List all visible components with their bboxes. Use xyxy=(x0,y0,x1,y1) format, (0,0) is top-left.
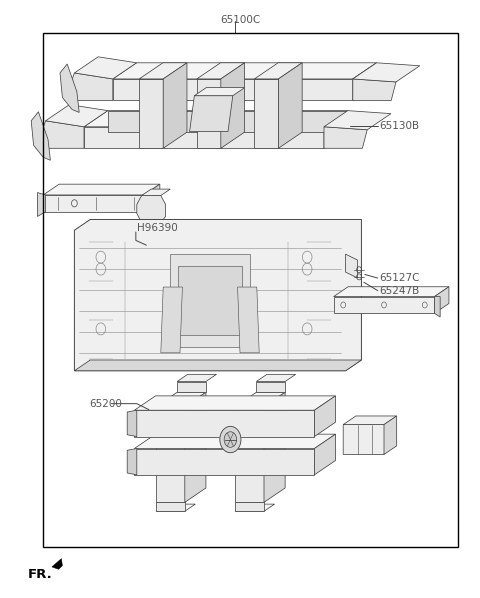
Polygon shape xyxy=(197,63,245,79)
Polygon shape xyxy=(156,392,206,407)
Polygon shape xyxy=(139,63,187,79)
Text: 65100C: 65100C xyxy=(220,15,260,25)
Polygon shape xyxy=(177,374,216,382)
Polygon shape xyxy=(52,559,62,569)
Polygon shape xyxy=(156,504,195,511)
Polygon shape xyxy=(65,73,113,100)
Polygon shape xyxy=(177,382,206,392)
Polygon shape xyxy=(127,448,137,475)
Polygon shape xyxy=(221,63,245,148)
Bar xyxy=(43,33,458,547)
Polygon shape xyxy=(137,196,166,222)
Polygon shape xyxy=(74,360,361,371)
Polygon shape xyxy=(353,79,396,100)
Text: 65127C: 65127C xyxy=(379,273,420,283)
Polygon shape xyxy=(36,121,84,148)
Polygon shape xyxy=(31,112,50,160)
Text: FR.: FR. xyxy=(28,568,53,581)
Polygon shape xyxy=(256,382,285,392)
Polygon shape xyxy=(43,184,160,195)
Polygon shape xyxy=(84,111,348,127)
Polygon shape xyxy=(190,96,233,132)
Text: H96390: H96390 xyxy=(137,224,178,233)
Polygon shape xyxy=(334,297,434,313)
Polygon shape xyxy=(178,266,242,335)
Polygon shape xyxy=(314,434,336,475)
Polygon shape xyxy=(161,287,182,353)
Polygon shape xyxy=(113,63,377,79)
Polygon shape xyxy=(139,79,163,148)
Polygon shape xyxy=(134,448,314,475)
Polygon shape xyxy=(343,416,396,425)
Polygon shape xyxy=(113,79,353,100)
Polygon shape xyxy=(142,189,170,196)
Polygon shape xyxy=(254,63,302,79)
Polygon shape xyxy=(324,111,391,130)
Polygon shape xyxy=(60,64,79,112)
Polygon shape xyxy=(84,127,324,148)
Polygon shape xyxy=(185,392,206,502)
Polygon shape xyxy=(74,57,136,79)
Polygon shape xyxy=(235,504,275,511)
Polygon shape xyxy=(170,254,250,347)
Polygon shape xyxy=(156,407,185,502)
Polygon shape xyxy=(163,63,187,148)
Polygon shape xyxy=(314,396,336,437)
Polygon shape xyxy=(346,254,358,278)
Polygon shape xyxy=(194,87,245,96)
Polygon shape xyxy=(134,396,336,410)
Polygon shape xyxy=(254,79,278,148)
Polygon shape xyxy=(434,297,440,317)
Polygon shape xyxy=(134,410,314,437)
Polygon shape xyxy=(235,407,264,502)
Polygon shape xyxy=(324,127,367,148)
Polygon shape xyxy=(238,287,259,353)
Polygon shape xyxy=(134,434,336,448)
Polygon shape xyxy=(108,111,348,132)
Polygon shape xyxy=(74,219,361,371)
Polygon shape xyxy=(144,184,160,212)
Polygon shape xyxy=(278,63,302,148)
Text: 65130B: 65130B xyxy=(379,121,420,130)
Polygon shape xyxy=(46,105,108,127)
Polygon shape xyxy=(384,416,396,454)
Polygon shape xyxy=(235,502,264,511)
Polygon shape xyxy=(353,63,377,100)
Text: 65200: 65200 xyxy=(89,399,121,408)
Polygon shape xyxy=(343,425,386,454)
Polygon shape xyxy=(127,410,137,437)
Circle shape xyxy=(220,426,241,453)
Polygon shape xyxy=(235,392,285,407)
Polygon shape xyxy=(156,502,185,511)
Polygon shape xyxy=(353,63,420,82)
Polygon shape xyxy=(324,111,348,148)
Polygon shape xyxy=(264,392,285,502)
Polygon shape xyxy=(197,79,221,148)
Circle shape xyxy=(224,432,237,447)
Polygon shape xyxy=(43,195,144,212)
Polygon shape xyxy=(334,287,449,297)
Polygon shape xyxy=(37,193,46,216)
Polygon shape xyxy=(434,287,449,313)
Text: 65247B: 65247B xyxy=(379,286,420,295)
Polygon shape xyxy=(256,374,296,382)
